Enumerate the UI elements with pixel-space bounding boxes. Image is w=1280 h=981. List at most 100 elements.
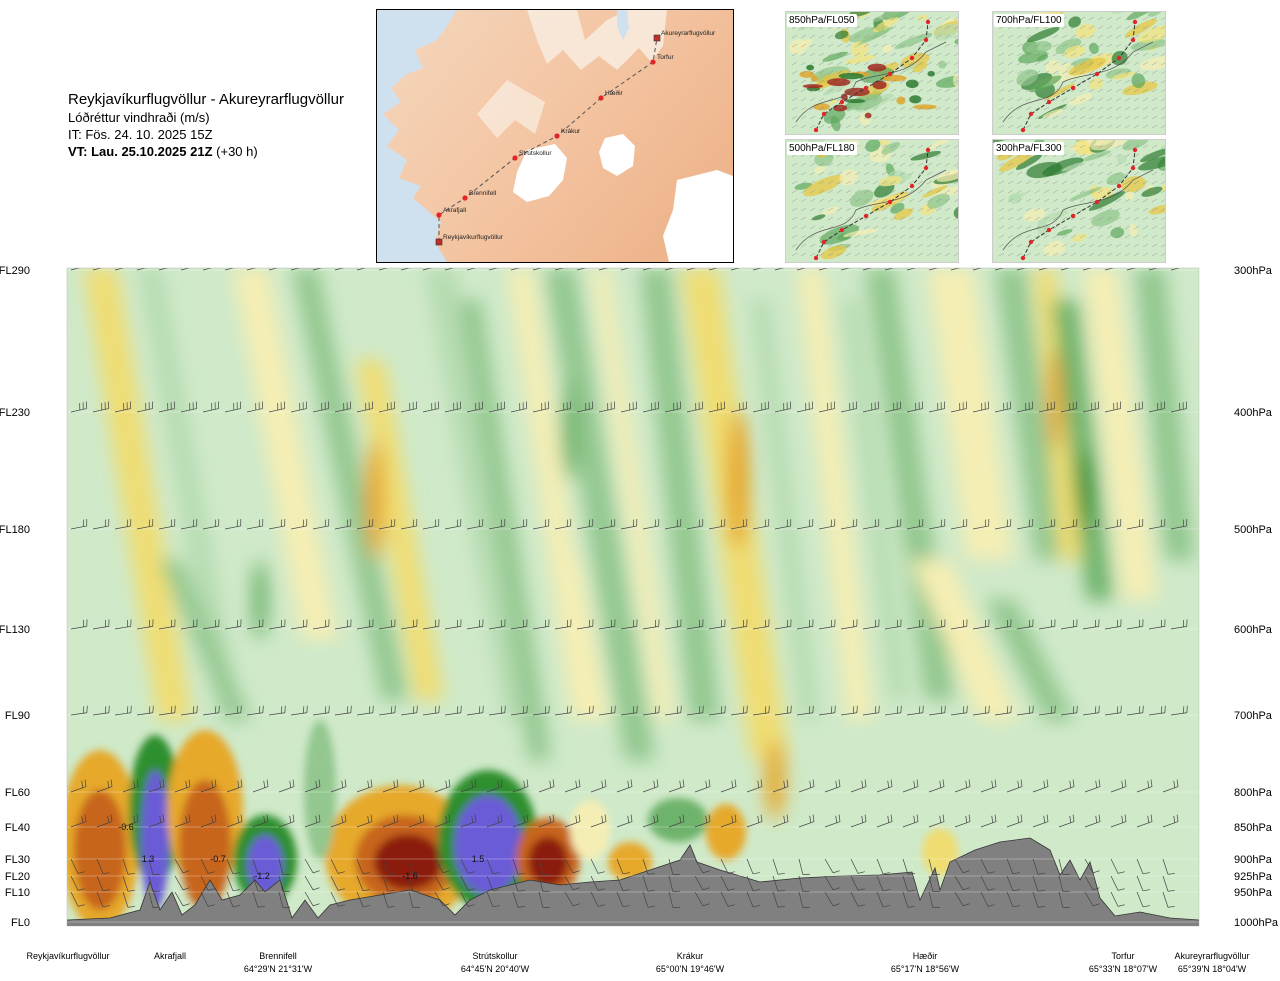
pressure-level-label: 500hPa <box>1234 524 1273 536</box>
mini-map-barb <box>1061 115 1068 120</box>
mini-map-barb <box>800 171 807 176</box>
wind-barb <box>396 779 399 787</box>
mini-map-barb <box>1079 106 1086 111</box>
mini-map-barb <box>899 180 906 185</box>
mini-map-barb <box>881 97 888 102</box>
mini-map-barb <box>926 234 933 239</box>
mini-map-field <box>1068 93 1092 106</box>
mini-map-barb <box>998 97 1005 102</box>
mini-map-barb <box>917 153 924 158</box>
wind-barb <box>572 903 580 907</box>
mini-map-barb <box>890 225 897 230</box>
mini-map-barb <box>1151 16 1158 21</box>
wind-barb <box>994 712 1011 716</box>
mini-map-barb <box>1043 171 1050 176</box>
mini-map-barb <box>872 34 879 39</box>
mini-map-barb <box>953 71 958 75</box>
wind-barb <box>532 626 549 630</box>
wind-barb <box>604 814 607 822</box>
valid-time: VT: Lau. 25.10.2025 21Z (+30 h) <box>68 143 344 160</box>
mini-map-barb <box>1061 124 1068 129</box>
mini-map-field <box>1126 12 1165 21</box>
mini-map-field <box>952 72 958 89</box>
wind-barb <box>590 821 607 828</box>
mini-map-barb <box>953 199 958 203</box>
mini-map-barb <box>881 61 888 66</box>
mini-map-barb <box>1088 115 1095 120</box>
wind-barb <box>757 780 760 788</box>
wind-barb <box>148 821 165 828</box>
mini-map-barb <box>1088 97 1095 102</box>
wind-barb <box>928 408 945 413</box>
wind-barb <box>987 871 995 874</box>
mini-map-barb <box>1088 189 1095 194</box>
mini-map-coast <box>1002 41 1154 123</box>
glacier-hofsjokull <box>599 134 635 176</box>
mini-map-field <box>828 99 838 105</box>
wind-barb <box>84 814 87 822</box>
wind-barb <box>81 780 84 788</box>
wind-barb <box>510 712 527 716</box>
mini-map-barb <box>827 252 834 257</box>
mini-map-barb <box>1070 180 1077 185</box>
mini-map-barb <box>1079 144 1086 149</box>
mini-map-barb <box>1151 124 1158 129</box>
mini-map-barb <box>926 52 933 57</box>
wind-barb <box>564 786 581 793</box>
wind-barb <box>356 525 373 530</box>
wind-barb <box>356 875 364 891</box>
mini-map-barb <box>1151 106 1158 111</box>
wind-barb <box>1060 525 1077 530</box>
wind-barb <box>730 525 747 530</box>
mini-map-field <box>839 169 858 186</box>
mini-map-barb <box>863 106 870 111</box>
mini-map-barb <box>1115 180 1122 185</box>
mini-map-barb <box>809 61 816 66</box>
mini-map-barb <box>881 216 888 221</box>
pressure-level-label: 925hPa <box>1234 871 1273 883</box>
mini-map-barb <box>935 106 942 111</box>
wind-barb <box>812 779 815 787</box>
wind-barb <box>1084 875 1094 891</box>
mini-map-barb <box>854 25 861 30</box>
wind-barb <box>783 815 786 823</box>
mini-map-barb <box>1160 125 1165 129</box>
mini-map-barb <box>791 124 798 129</box>
wind-barb <box>362 905 370 908</box>
mini-map-barb <box>854 88 861 93</box>
wind-barb <box>466 712 483 716</box>
mini-map-barb <box>1142 225 1149 230</box>
wind-barb <box>460 858 469 874</box>
wind-barb <box>268 408 285 413</box>
mini-map-barb <box>1106 252 1113 257</box>
wind-barb <box>334 408 351 413</box>
wind-barb <box>252 875 259 892</box>
mini-map-field <box>810 75 818 82</box>
mini-map-barb <box>908 16 915 21</box>
mini-map-barb <box>1070 171 1077 176</box>
wind-barb <box>835 815 838 823</box>
wind-barb <box>1082 525 1099 530</box>
mini-map-barb <box>1160 116 1165 120</box>
station-name: Reykjavíkurflugvöllur <box>26 951 109 961</box>
mini-map-barb <box>1106 115 1113 120</box>
mini-map-barb <box>935 70 942 75</box>
mini-map-barb <box>854 61 861 66</box>
mini-map-barb <box>791 34 798 39</box>
wind-barb <box>549 815 552 823</box>
mini-map-barb <box>863 180 870 185</box>
wind-barb <box>102 905 110 908</box>
wind-barb <box>538 786 555 793</box>
mini-map-barb <box>881 124 888 129</box>
pressure-level-label: 300hPa <box>1234 265 1273 277</box>
wind-barb <box>445 815 448 823</box>
mini-map-field <box>927 140 958 150</box>
wind-barb <box>356 891 364 907</box>
mini-map-field <box>808 140 829 145</box>
wind-barb <box>597 871 605 874</box>
waypoint-marker <box>462 195 468 201</box>
wind-core <box>726 410 750 550</box>
wind-barb <box>356 626 373 630</box>
glacier-vatnajokull <box>663 170 733 262</box>
mini-map-barb <box>1124 216 1131 221</box>
